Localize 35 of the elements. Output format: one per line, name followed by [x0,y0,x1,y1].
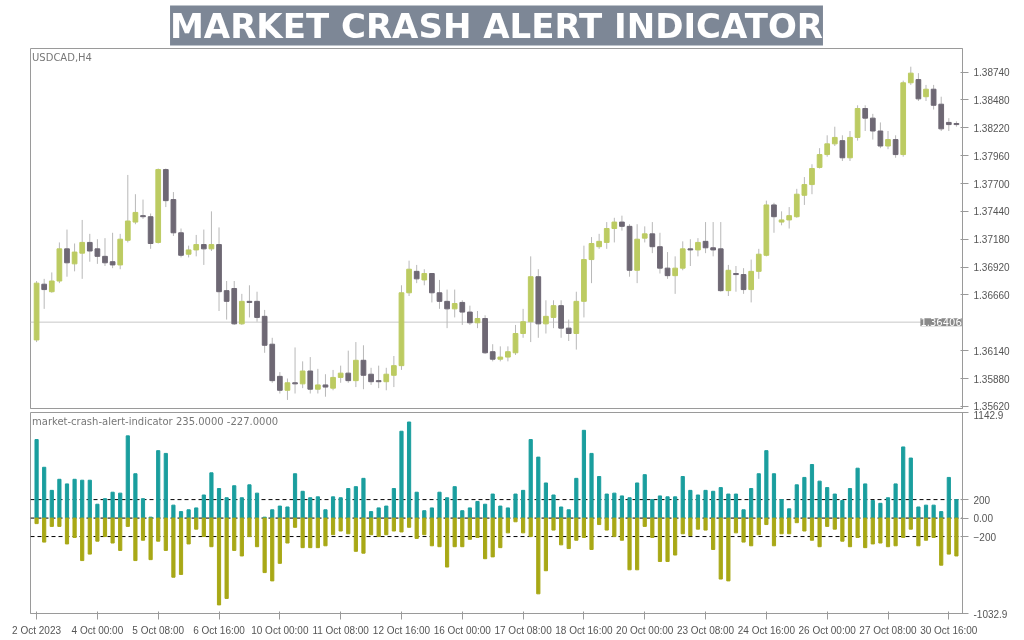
y-tick-label: −200 [973,531,997,543]
y-tick-label: 0.00 [973,513,994,525]
x-tick-label: 11 Oct 08:00 [312,624,370,636]
y-tick-label: 1.36140 [973,345,1011,357]
x-tick-label: 27 Oct 08:00 [859,624,918,636]
x-tick-label: 30 Oct 16:00 [920,624,978,636]
x-tick-label: 18 Oct 16:00 [555,624,613,636]
y-tick-label: 1.36920 [973,262,1011,274]
y-tick-label: 1.38220 [973,122,1011,134]
x-tick-label: 4 Oct 00:00 [71,624,124,636]
x-tick-label: 2 Oct 2023 [12,624,62,636]
x-tick-label: 16 Oct 00:00 [433,624,492,636]
y-tick-label: 1.37700 [973,178,1011,190]
chart-title: market-crash-alert-indicator 235.0000 -227.0000 [32,415,279,427]
y-tick-label: 1.35880 [973,373,1011,385]
x-tick-label: 12 Oct 16:00 [372,624,431,636]
x-tick-label: 6 Oct 16:00 [193,624,246,636]
y-tick-label: 200 [973,494,991,506]
y-tick-label: 1.38480 [973,94,1011,106]
x-tick-label: 24 Oct 16:00 [737,624,796,636]
x-tick-label: 10 Oct 00:00 [251,624,309,636]
chart-subtitle: USDCAD,H4 [32,51,92,63]
x-tick-label: 17 Oct 08:00 [494,624,553,636]
y-tick-label: -1032.9 [973,608,1008,620]
x-tick-label: 5 Oct 08:00 [132,624,185,636]
chart-title: MARKET CRASH ALERT INDICATOR [170,5,823,46]
y-tick-label: 1.36660 [973,289,1011,301]
ref-line-label: 1.36406 [920,317,962,329]
y-tick-label: 1.37180 [973,234,1011,246]
y-tick-label: 1.38740 [973,67,1011,79]
y-tick-label: 1.37960 [973,150,1011,162]
y-tick-label: 1.37440 [973,206,1011,218]
x-tick-label: 26 Oct 00:00 [798,624,857,636]
x-tick-label: 20 Oct 00:00 [616,624,674,636]
x-tick-label: 23 Oct 08:00 [676,624,735,636]
